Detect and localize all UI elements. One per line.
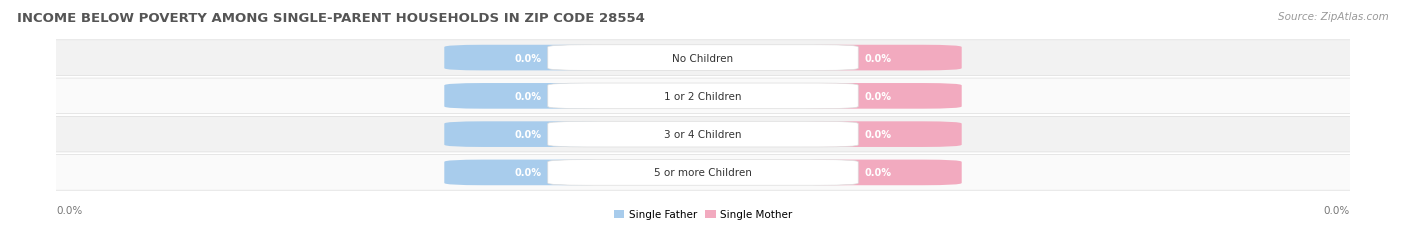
Text: 0.0%: 0.0% (865, 168, 891, 178)
FancyBboxPatch shape (444, 122, 613, 147)
Text: 0.0%: 0.0% (865, 53, 891, 63)
Text: 0.0%: 0.0% (865, 91, 891, 101)
FancyBboxPatch shape (548, 160, 858, 185)
FancyBboxPatch shape (53, 117, 1353, 152)
Text: No Children: No Children (672, 53, 734, 63)
Text: 0.0%: 0.0% (515, 53, 541, 63)
FancyBboxPatch shape (444, 46, 613, 71)
Text: 5 or more Children: 5 or more Children (654, 168, 752, 178)
FancyBboxPatch shape (793, 46, 962, 71)
FancyBboxPatch shape (53, 155, 1353, 190)
FancyBboxPatch shape (444, 160, 613, 185)
Text: 0.0%: 0.0% (865, 130, 891, 140)
FancyBboxPatch shape (548, 122, 858, 147)
Text: 3 or 4 Children: 3 or 4 Children (664, 130, 742, 140)
FancyBboxPatch shape (793, 84, 962, 109)
FancyBboxPatch shape (53, 41, 1353, 76)
Text: INCOME BELOW POVERTY AMONG SINGLE-PARENT HOUSEHOLDS IN ZIP CODE 28554: INCOME BELOW POVERTY AMONG SINGLE-PARENT… (17, 12, 645, 24)
Text: 0.0%: 0.0% (56, 205, 83, 215)
FancyBboxPatch shape (793, 122, 962, 147)
Legend: Single Father, Single Mother: Single Father, Single Mother (610, 205, 796, 224)
Text: Source: ZipAtlas.com: Source: ZipAtlas.com (1278, 12, 1389, 21)
FancyBboxPatch shape (548, 46, 858, 71)
FancyBboxPatch shape (548, 84, 858, 109)
Text: 0.0%: 0.0% (515, 168, 541, 178)
Text: 1 or 2 Children: 1 or 2 Children (664, 91, 742, 101)
FancyBboxPatch shape (53, 79, 1353, 114)
Text: 0.0%: 0.0% (1323, 205, 1350, 215)
Text: 0.0%: 0.0% (515, 130, 541, 140)
Text: 0.0%: 0.0% (515, 91, 541, 101)
FancyBboxPatch shape (444, 84, 613, 109)
FancyBboxPatch shape (793, 160, 962, 185)
